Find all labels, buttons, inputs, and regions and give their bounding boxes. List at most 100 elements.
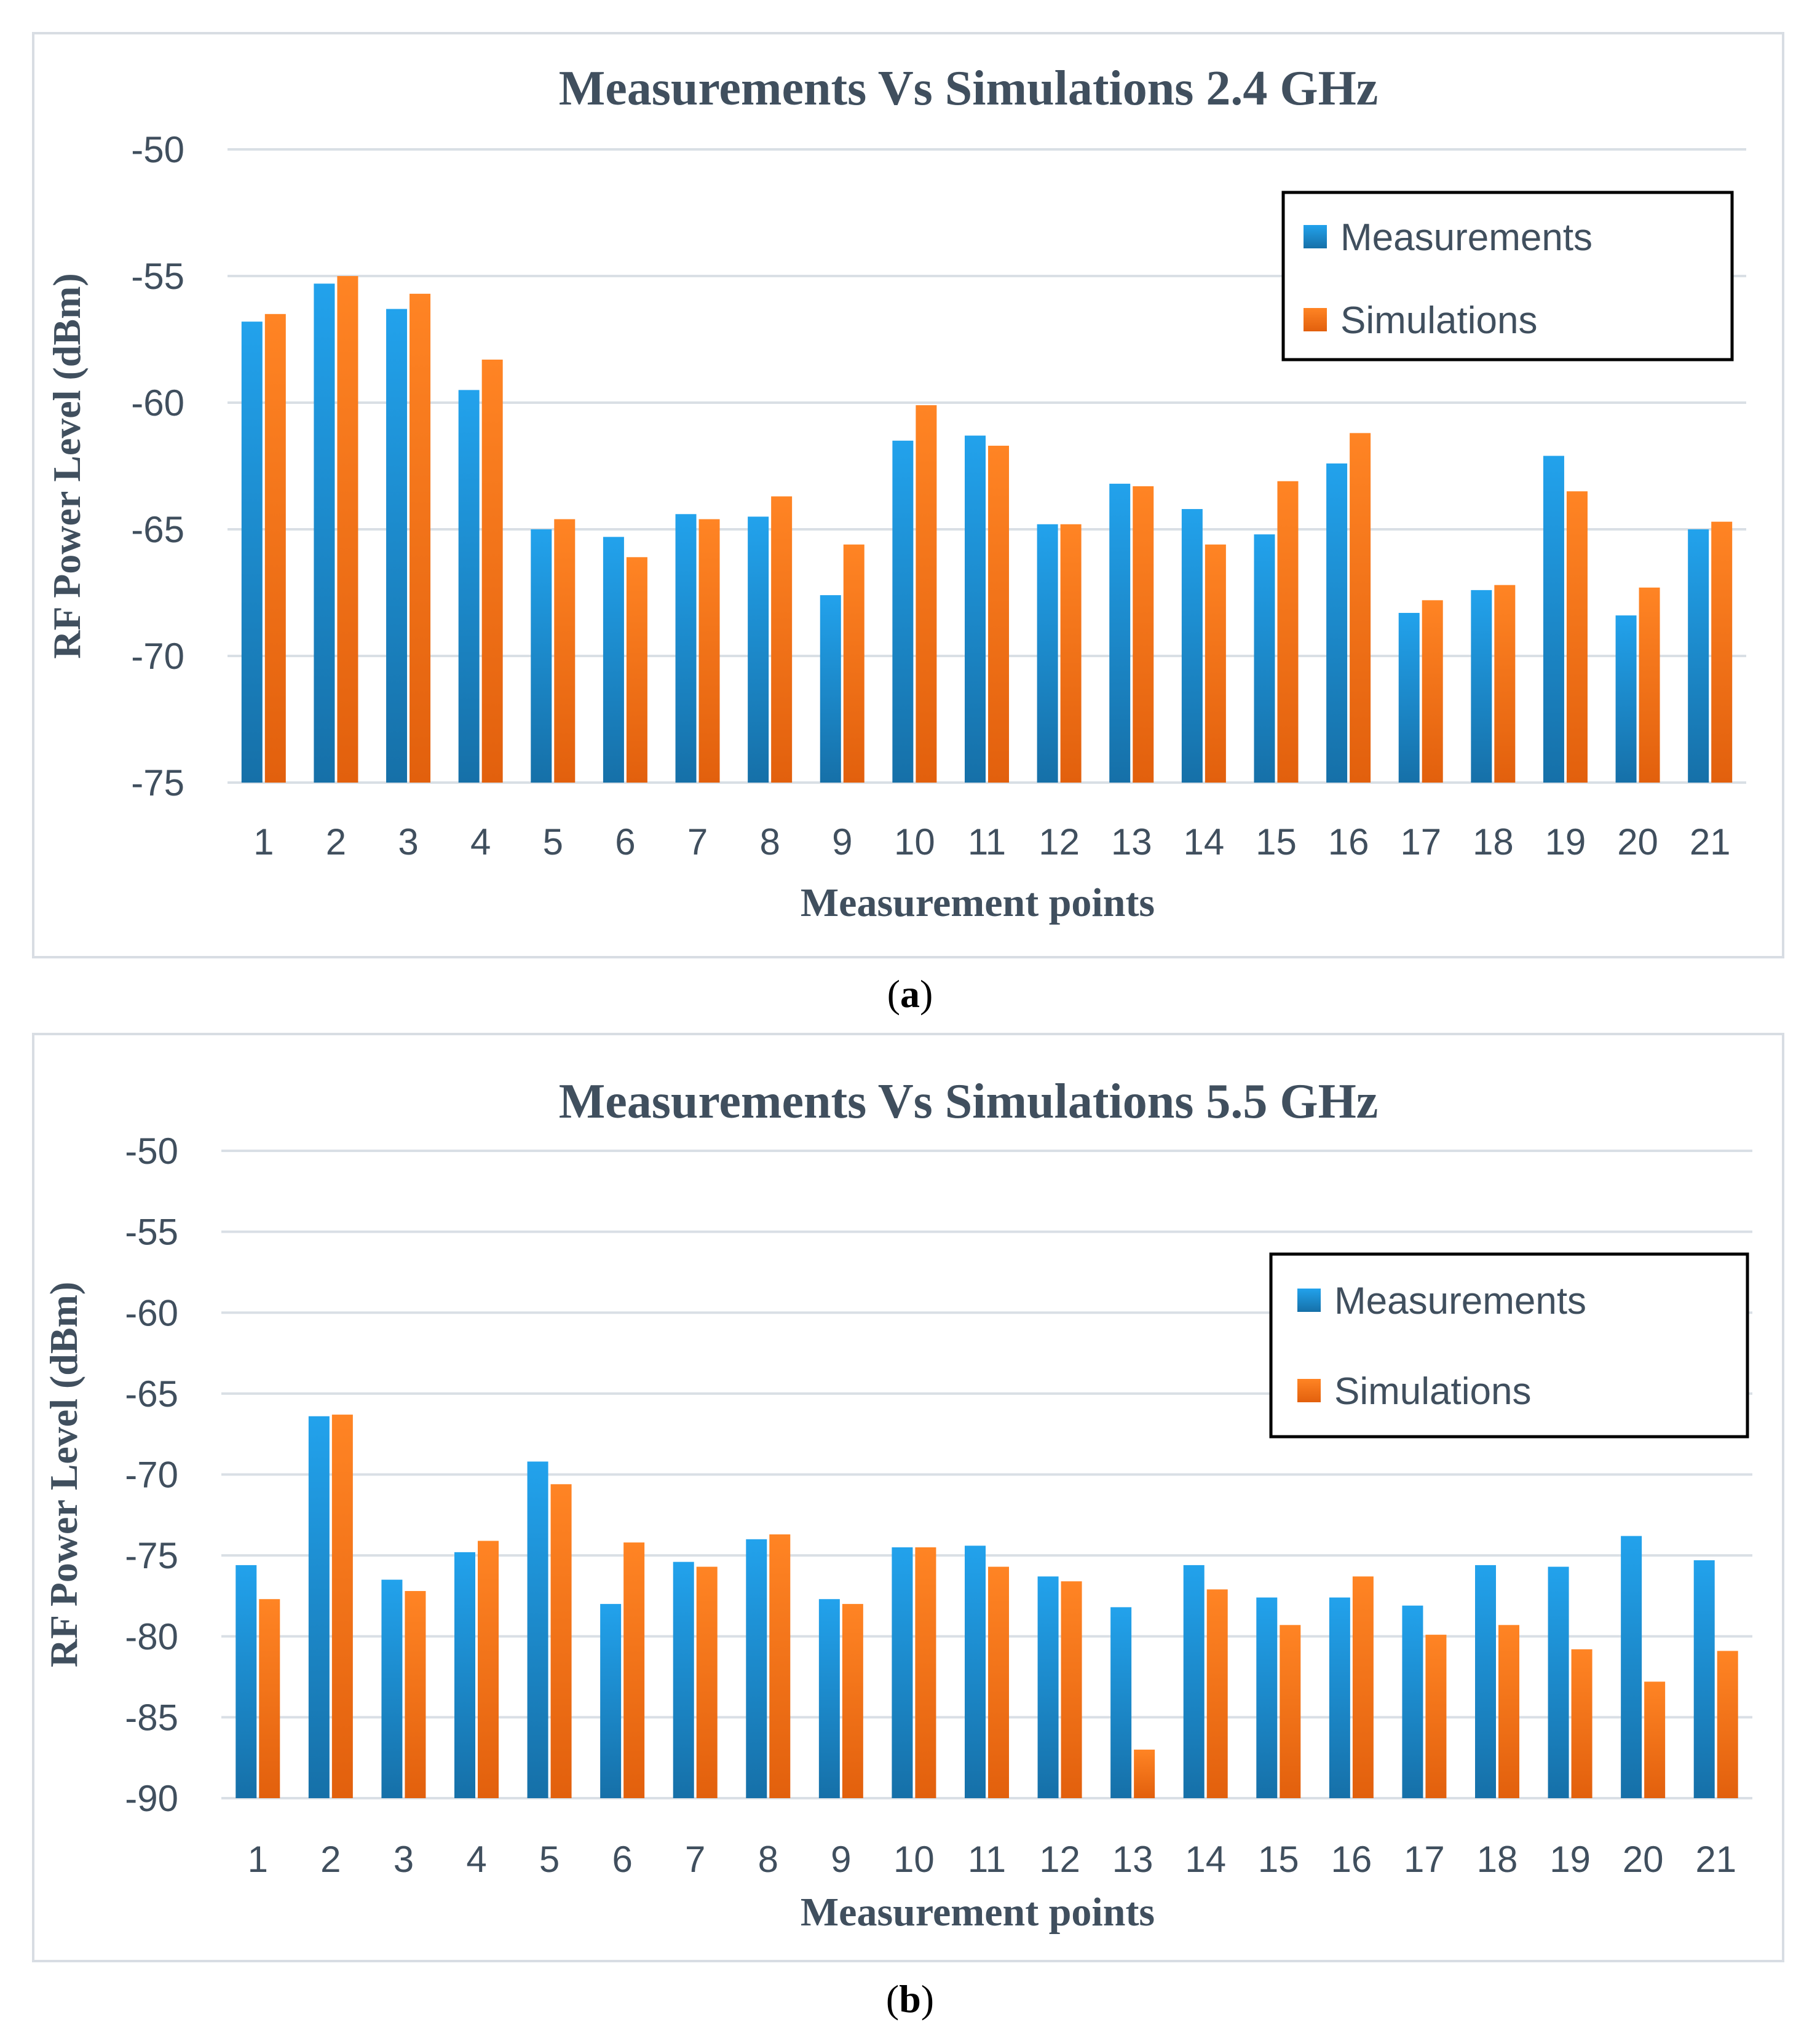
legend-swatch-simulations xyxy=(1297,1379,1321,1402)
measurement-bar xyxy=(965,435,986,783)
simulation-bar xyxy=(259,1599,280,1798)
measurement-bar xyxy=(454,1552,475,1798)
x-tick-label: 2 xyxy=(320,1839,341,1880)
caption-b: (b) xyxy=(885,1977,935,2021)
measurement-bar xyxy=(308,1416,330,1798)
simulation-bar xyxy=(1205,544,1226,783)
measurement-bar xyxy=(820,595,841,783)
measurement-bar xyxy=(235,1565,257,1798)
measurement-bar xyxy=(1109,483,1131,783)
x-tick-label: 17 xyxy=(1400,821,1441,863)
measurement-bar xyxy=(1326,463,1348,783)
x-tick-label: 21 xyxy=(1695,1839,1736,1880)
y-tick-label: -50 xyxy=(125,1131,178,1172)
x-tick-label: 21 xyxy=(1690,821,1731,863)
simulation-bar xyxy=(1350,433,1371,783)
simulation-bar xyxy=(1498,1625,1519,1798)
y-tick-label: -75 xyxy=(131,762,184,803)
simulation-bar xyxy=(481,359,503,783)
x-tick-label: 18 xyxy=(1473,821,1514,863)
x-tick-label: 15 xyxy=(1256,821,1297,863)
x-tick-label: 11 xyxy=(968,821,1006,863)
simulation-bar xyxy=(405,1591,426,1798)
x-tick-label: 14 xyxy=(1185,1839,1226,1880)
simulation-bar xyxy=(916,405,937,783)
legend-box xyxy=(1281,191,1734,361)
simulation-bar xyxy=(1280,1625,1301,1798)
legend-label-measurements: Measurements xyxy=(1340,216,1593,259)
simulation-bar xyxy=(1060,524,1082,783)
y-tick-label: -65 xyxy=(131,509,184,550)
simulation-bar xyxy=(1133,486,1154,783)
x-axis-label: Measurement points xyxy=(801,1890,1155,1935)
simulation-bar xyxy=(1711,521,1733,783)
x-tick-label: 4 xyxy=(470,821,491,863)
measurement-bar xyxy=(1037,1576,1059,1798)
x-axis-label: Measurement points xyxy=(801,880,1155,925)
simulation-bar xyxy=(843,544,865,783)
x-tick-label: 20 xyxy=(1617,821,1658,863)
measurement-bar xyxy=(1329,1597,1350,1798)
y-tick-label: -70 xyxy=(131,636,184,677)
simulation-bar xyxy=(626,557,647,783)
measurement-bar xyxy=(314,283,335,783)
chart-a: -50-55-60-65-70-751 2 3 4 5 6 7 8 9 10 11 12 13 14 15 1… xyxy=(45,61,1746,925)
legend-label-simulations: Simulations xyxy=(1334,1370,1531,1413)
measurement-bar xyxy=(1402,1605,1423,1798)
simulation-bar xyxy=(623,1542,645,1798)
simulation-bar xyxy=(1644,1681,1666,1798)
measurement-bar xyxy=(675,514,697,783)
x-tick-label: 5 xyxy=(543,821,563,863)
x-tick-label: 20 xyxy=(1623,1839,1664,1880)
measurement-bar xyxy=(1543,456,1564,783)
x-tick-label: 9 xyxy=(832,821,852,863)
y-tick-label: -60 xyxy=(125,1292,178,1333)
simulation-bar xyxy=(1277,481,1299,783)
legend-label-simulations: Simulations xyxy=(1340,299,1537,342)
measurement-bar xyxy=(1181,509,1203,783)
measurement-bar xyxy=(1256,1597,1278,1798)
x-tick-label: 3 xyxy=(398,821,418,863)
y-tick-label: -80 xyxy=(125,1616,178,1657)
simulation-bar xyxy=(988,1566,1009,1798)
x-tick-label: 16 xyxy=(1328,821,1369,863)
measurement-bar xyxy=(892,440,914,783)
y-tick-label: -75 xyxy=(125,1535,178,1576)
y-tick-label: -55 xyxy=(131,256,184,297)
legend-swatch-measurements xyxy=(1297,1289,1321,1312)
measurement-bar xyxy=(458,390,480,783)
legend-swatch-measurements xyxy=(1304,225,1327,248)
measurement-bar xyxy=(1110,1607,1132,1798)
x-tick-label: 2 xyxy=(326,821,346,863)
measurement-bar xyxy=(748,516,769,783)
x-tick-label: 19 xyxy=(1545,821,1586,863)
simulation-bar xyxy=(1425,1635,1447,1798)
x-tick-label: 14 xyxy=(1183,821,1224,863)
simulation-bar xyxy=(1717,1651,1738,1798)
x-tick-label: 4 xyxy=(466,1839,486,1880)
chart-b: -50-55-60-65-70-75-80-85-901 2 3 4 5 6 7 8 9 10 11… xyxy=(42,1075,1752,1935)
x-tick-label: 1 xyxy=(253,821,274,863)
simulation-bar xyxy=(1134,1750,1155,1798)
measurement-bar xyxy=(241,322,263,783)
x-tick-label: 1 xyxy=(248,1839,268,1880)
measurement-bar xyxy=(1471,590,1492,783)
simulation-bar xyxy=(331,1415,353,1798)
x-tick-label: 7 xyxy=(685,1839,705,1880)
y-tick-label: -70 xyxy=(125,1455,178,1496)
x-tick-label: 8 xyxy=(759,821,780,863)
simulation-bar xyxy=(988,446,1009,783)
measurement-bar xyxy=(1688,529,1709,783)
measurement-bar xyxy=(381,1579,403,1798)
x-tick-label: 18 xyxy=(1477,1839,1518,1880)
simulation-bar xyxy=(696,1566,718,1798)
y-tick-label: -55 xyxy=(125,1212,178,1253)
x-tick-label: 12 xyxy=(1039,1839,1080,1880)
legend-box xyxy=(1269,1252,1749,1439)
y-axis-label: RF Power Level (dBm) xyxy=(42,1282,85,1667)
x-tick-label: 6 xyxy=(612,1839,632,1880)
simulation-bar xyxy=(1571,1649,1593,1798)
legend: Measurements Simulations xyxy=(1269,1252,1749,1439)
x-tick-label: 17 xyxy=(1404,1839,1445,1880)
legend: Measurements Simulations xyxy=(1281,191,1734,361)
